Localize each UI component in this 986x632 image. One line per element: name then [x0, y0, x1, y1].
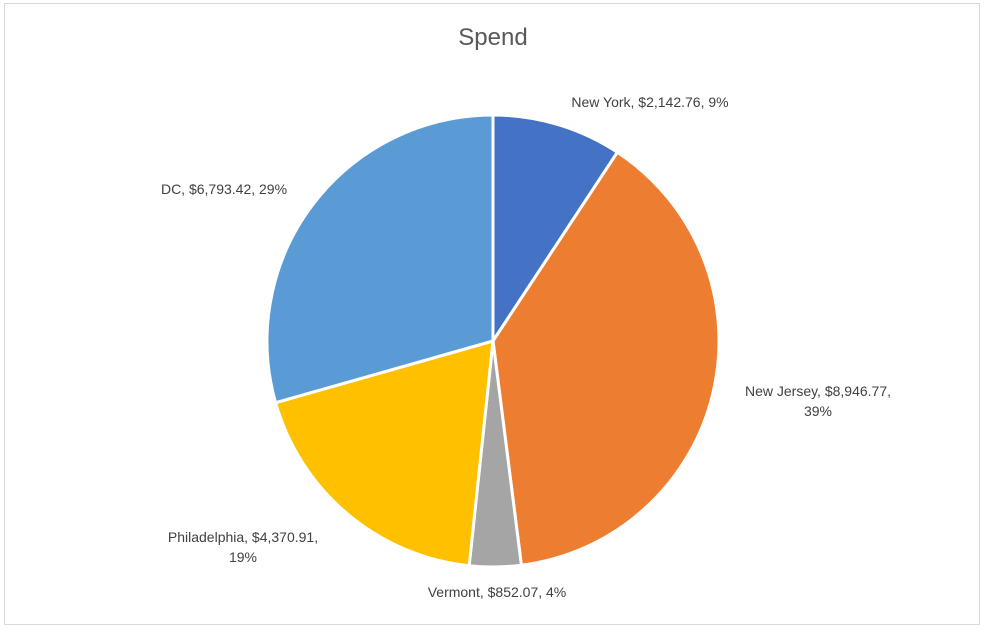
pie-slice-new-york — [491, 113, 619, 343]
data-label-line: Vermont, $852.07, 4% — [428, 584, 567, 600]
data-label-vermont: Vermont, $852.07, 4% — [428, 584, 567, 600]
pie-slice-philadelphia — [274, 339, 495, 568]
data-label-line: DC, $6,793.42, 29% — [161, 181, 287, 197]
chart-title: Spend — [458, 24, 527, 51]
data-label-philadelphia: Philadelphia, $4,370.91, 19% — [168, 529, 318, 565]
data-label-new-jersey: New Jersey, $8,946.77, 39% — [745, 383, 891, 419]
data-label-line: New York, $2,142.76, 9% — [571, 94, 728, 110]
data-label-line: 19% — [229, 549, 257, 565]
data-labels: New York, $2,142.76, 9% New Jersey, $8,94… — [161, 94, 891, 600]
pie-slice-new-jersey — [491, 150, 721, 567]
data-label-line: New Jersey, $8,946.77, — [745, 383, 891, 399]
data-label-line: 39% — [804, 403, 832, 419]
data-label-new-york: New York, $2,142.76, 9% — [571, 94, 728, 110]
pie-slice-dc — [265, 113, 495, 405]
data-label-line: Philadelphia, $4,370.91, — [168, 529, 318, 545]
pie-slices — [265, 113, 721, 569]
data-label-dc: DC, $6,793.42, 29% — [161, 181, 287, 197]
